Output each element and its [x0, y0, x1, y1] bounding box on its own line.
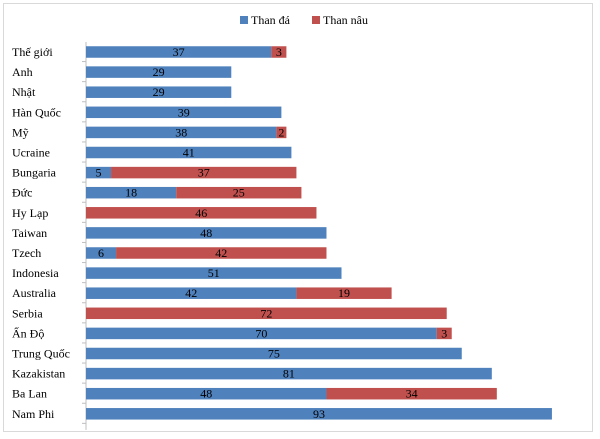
- bar-than-da-bungaria: [86, 166, 112, 179]
- bar-than-nau-an-do: [436, 327, 452, 340]
- data-label-than-nau: 42: [215, 246, 227, 260]
- category-label: Taiwan: [12, 226, 47, 240]
- bar-than-da-duc: [86, 186, 177, 199]
- category-label: Tzech: [12, 246, 41, 260]
- category-label: Nhật: [12, 85, 36, 99]
- category-label: Hy Lạp: [12, 206, 48, 220]
- data-label-than-nau: 3: [276, 45, 282, 59]
- data-label-than-da: 70: [255, 326, 267, 340]
- data-label-than-nau: 25: [233, 186, 245, 200]
- bar-than-da-the-gioi: [86, 46, 272, 58]
- category-label: Kazakistan: [12, 367, 65, 381]
- bar-than-nau-duc: [176, 186, 302, 199]
- data-label-than-da: 48: [200, 226, 212, 240]
- bar-than-da-kazakistan: [86, 367, 492, 380]
- bar-than-nau-my: [276, 126, 287, 139]
- data-label-than-nau: 72: [260, 306, 272, 320]
- data-label-than-da: 75: [268, 347, 280, 361]
- bar-than-da-tzech: [86, 247, 117, 259]
- data-label-than-da: 6: [98, 246, 104, 260]
- data-label-than-da: 39: [178, 105, 190, 119]
- data-label-than-nau: 19: [338, 286, 350, 300]
- bar-than-da-my: [86, 126, 277, 139]
- bar-than-da-trung-quoc: [86, 347, 462, 360]
- category-label: Mỹ: [12, 125, 29, 139]
- data-label-than-nau: 3: [441, 326, 447, 340]
- category-label: Hàn Quốc: [12, 105, 61, 119]
- category-label: Đức: [12, 186, 33, 200]
- data-label-than-da: 37: [173, 45, 185, 59]
- bar-than-da-taiwan: [86, 227, 327, 239]
- category-label: Ba Lan: [12, 387, 47, 401]
- data-label-than-da: 29: [153, 85, 165, 99]
- bar-than-nau-hy-lap: [86, 207, 317, 219]
- bar-than-da-anh: [86, 66, 232, 78]
- data-label-than-da: 42: [185, 286, 197, 300]
- data-label-than-da: 41: [183, 146, 195, 160]
- category-label: Indonesia: [12, 266, 59, 280]
- data-label-than-da: 38: [175, 125, 187, 139]
- category-label: Ucraine: [12, 146, 50, 160]
- bar-than-da-an-do: [86, 327, 437, 340]
- bar-than-da-nam-phi: [86, 408, 552, 420]
- data-label-than-da: 51: [208, 266, 220, 280]
- legend-swatch-than-da: [240, 16, 248, 24]
- category-label: Ấn Độ: [12, 325, 44, 340]
- bar-than-da-nhat: [86, 86, 232, 98]
- data-label-than-da: 81: [283, 367, 295, 381]
- bar-than-nau-serbia: [86, 307, 447, 320]
- data-label-than-da: 48: [200, 387, 212, 401]
- data-label-than-nau: 34: [406, 387, 418, 401]
- category-label: Australia: [12, 286, 57, 300]
- data-label-than-da: 18: [125, 186, 137, 200]
- bar-than-da-australia: [86, 287, 297, 299]
- bar-than-nau-ba-lan: [326, 387, 497, 400]
- data-label-than-nau: 37: [198, 166, 210, 180]
- legend-label-than-da: Than đá: [251, 13, 291, 27]
- data-label-than-da: 29: [153, 65, 165, 79]
- legend-label-than-nau: Than nâu: [323, 13, 368, 27]
- bar-than-da-indonesia: [86, 267, 342, 279]
- bar-than-nau-tzech: [116, 247, 327, 259]
- category-label: Anh: [12, 65, 33, 79]
- bar-than-nau-the-gioi: [271, 46, 287, 58]
- data-label-than-nau: 46: [195, 206, 207, 220]
- category-label: Serbia: [12, 306, 43, 320]
- category-label: Thế giới: [12, 45, 53, 59]
- data-label-than-da: 5: [96, 166, 102, 180]
- category-label: Trung Quốc: [12, 347, 70, 361]
- bar-than-nau-bungaria: [111, 166, 297, 179]
- bar-than-nau-australia: [296, 287, 392, 299]
- data-label-than-nau: 2: [278, 125, 284, 139]
- category-label: Nam Phi: [12, 407, 55, 421]
- bar-than-da-ba-lan: [86, 387, 327, 400]
- category-label: Bungaria: [12, 166, 57, 180]
- legend-swatch-than-nau: [312, 16, 320, 24]
- data-label-than-da: 93: [313, 407, 325, 421]
- bar-than-da-ucraine: [86, 146, 292, 159]
- bar-than-da-han-quoc: [86, 106, 282, 119]
